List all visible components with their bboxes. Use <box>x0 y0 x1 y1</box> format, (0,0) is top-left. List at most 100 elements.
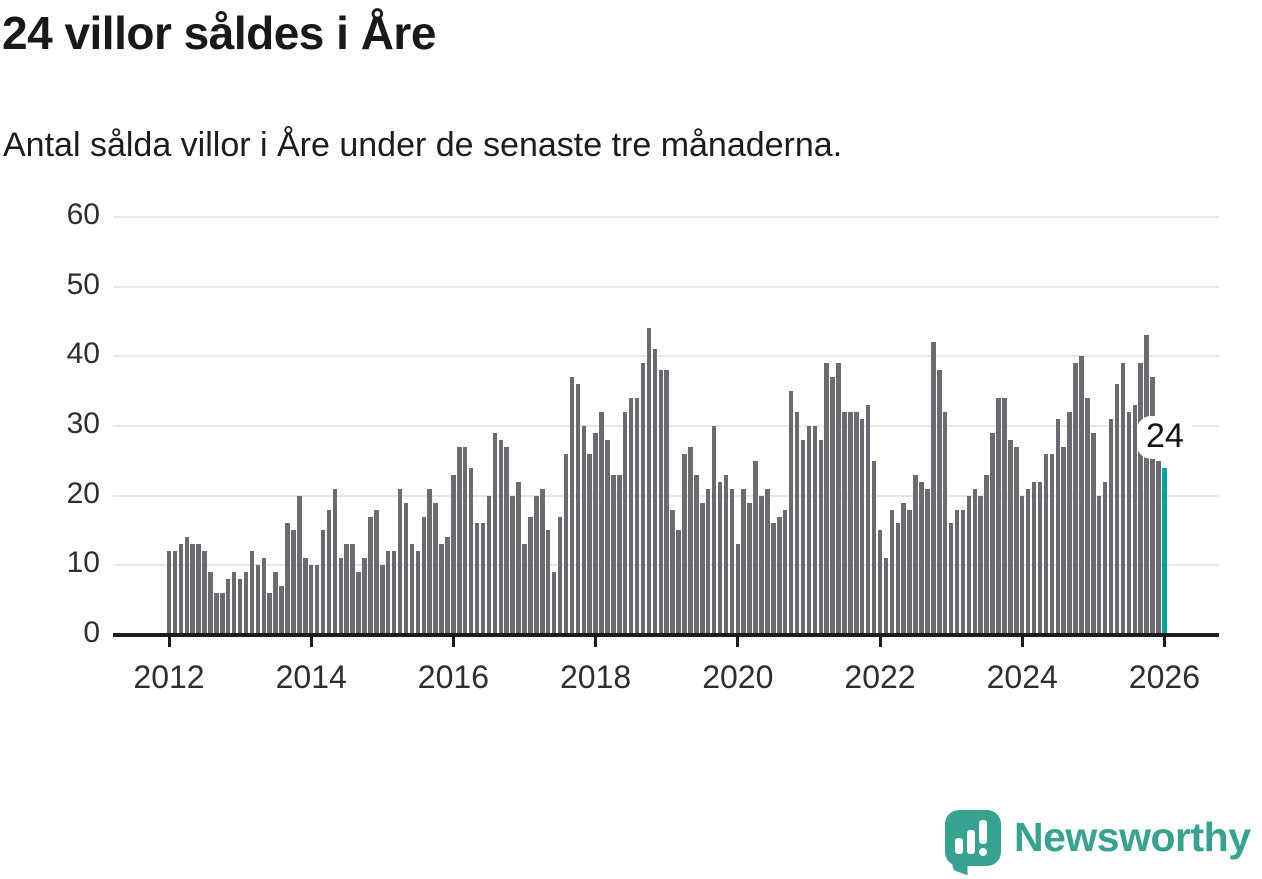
bar <box>196 544 201 635</box>
bar <box>954 510 960 635</box>
bar <box>231 572 237 635</box>
bar <box>1002 398 1007 635</box>
bar <box>617 475 622 635</box>
x-tick-label: 2024 <box>986 659 1058 695</box>
y-tick-label: 0 <box>83 616 100 649</box>
bar <box>996 398 1001 635</box>
bar <box>978 496 983 635</box>
bar <box>261 558 267 635</box>
bar <box>830 377 835 635</box>
bar <box>255 565 261 635</box>
bar <box>771 523 776 635</box>
bar <box>202 551 207 635</box>
bar <box>759 496 764 635</box>
x-tick-mark <box>167 637 171 647</box>
brand-name: Newsworthy <box>1014 814 1251 860</box>
x-tick-mark <box>451 637 455 647</box>
bar <box>794 412 800 635</box>
bar <box>415 551 421 635</box>
bar <box>551 572 557 635</box>
bar <box>1014 447 1019 635</box>
bar <box>451 475 456 635</box>
bar <box>439 544 444 635</box>
bar-chart-speech-bubble-icon <box>945 810 1001 866</box>
highlighted-bar <box>1162 468 1167 635</box>
x-tick-label: 2014 <box>275 659 347 695</box>
bar <box>1085 398 1090 635</box>
bar <box>605 440 610 635</box>
bar <box>1043 454 1049 635</box>
bar <box>883 558 889 635</box>
bar <box>214 593 219 635</box>
bar <box>812 426 818 635</box>
bar <box>818 440 824 635</box>
bar <box>960 510 966 635</box>
y-tick-label: 50 <box>66 267 100 301</box>
bar <box>1096 496 1102 635</box>
bar <box>1055 419 1061 635</box>
bar <box>913 475 918 635</box>
bar <box>1067 412 1072 635</box>
bar <box>486 496 492 635</box>
bar <box>824 363 829 635</box>
bar <box>285 523 290 635</box>
bar <box>557 517 563 635</box>
chart-subtitle: Antal sålda villor i Åre under de senast… <box>3 126 843 164</box>
bar <box>931 342 936 635</box>
bar <box>220 593 225 635</box>
bar <box>682 454 687 635</box>
bar <box>427 489 432 635</box>
bar <box>462 447 468 635</box>
bar <box>842 412 847 635</box>
bar <box>332 489 338 635</box>
bar <box>646 328 652 635</box>
bar <box>249 551 255 635</box>
bar <box>474 523 480 635</box>
bar <box>225 579 231 635</box>
bar <box>753 461 758 635</box>
bar <box>717 482 723 635</box>
bar <box>1114 384 1120 635</box>
bar <box>788 391 794 635</box>
bar <box>391 551 397 635</box>
bar <box>1108 419 1114 635</box>
bar <box>865 405 871 635</box>
bar <box>972 489 978 635</box>
bar <box>279 586 284 635</box>
bar <box>569 377 575 635</box>
gridline <box>113 355 1219 358</box>
bar <box>848 412 853 635</box>
bar <box>622 412 628 635</box>
x-tick-mark <box>309 637 313 647</box>
bar <box>700 503 705 635</box>
bar <box>901 503 906 635</box>
page-title: 24 villor såldes i Åre <box>2 7 436 59</box>
x-tick-mark <box>1162 637 1166 647</box>
x-tick-mark <box>594 637 598 647</box>
bar <box>990 433 995 635</box>
bar <box>267 593 272 635</box>
bar <box>705 489 711 635</box>
bar <box>634 398 640 635</box>
bar <box>664 370 669 635</box>
bar <box>735 544 741 635</box>
bar <box>208 572 213 635</box>
x-tick-label: 2016 <box>417 659 489 695</box>
bar <box>522 544 527 635</box>
y-tick-label: 60 <box>66 197 100 231</box>
bar <box>291 530 296 635</box>
bar <box>1102 482 1108 635</box>
bar <box>652 349 658 635</box>
bar <box>385 551 391 635</box>
bar <box>658 370 664 635</box>
newsworthy-logo: Newsworthy <box>942 808 1262 876</box>
x-tick-label: 2012 <box>133 659 205 695</box>
bar <box>445 537 450 635</box>
bar <box>676 530 681 635</box>
bar <box>528 517 533 635</box>
bar <box>1144 335 1149 635</box>
bar <box>806 426 812 635</box>
bar <box>1156 461 1161 635</box>
x-tick-label: 2022 <box>844 659 916 695</box>
bar <box>498 440 504 635</box>
